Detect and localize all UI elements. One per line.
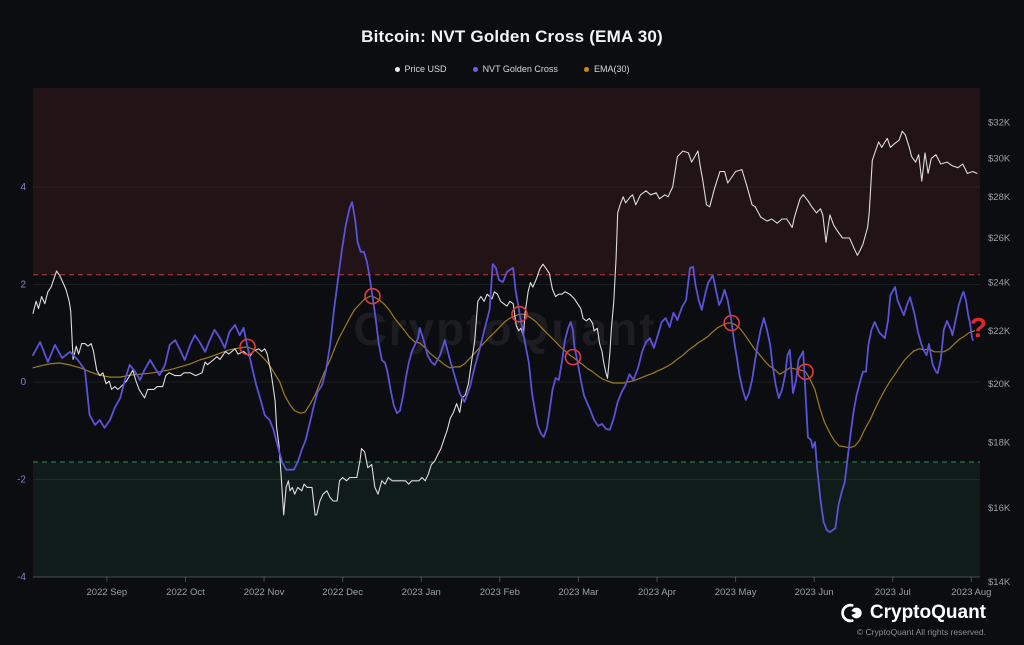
legend-item-ema-30-[interactable]: EMA(30) [583,64,630,74]
right-axis-label: $22K [988,326,1011,337]
x-axis-label: 2023 Jan [402,587,441,598]
overbought-zone [33,88,980,275]
x-axis-label: 2022 Dec [322,587,363,598]
x-axis-label: 2022 Nov [244,587,285,598]
legend-item-nvt-golden-cross[interactable]: NVT Golden Cross [472,64,558,74]
x-axis-label: 2023 Feb [480,587,520,598]
legend-dot-icon [394,66,400,72]
left-axis-label: 4 [20,182,26,193]
legend: Price USD NVT Golden Cross EMA(30) [0,64,1024,74]
right-axis-label: $32K [988,118,1011,129]
legend-dot-icon [583,66,589,72]
cross-marker-circle [723,314,740,332]
x-axis-label: 2023 Mar [558,587,598,598]
cryptoquant-logo-icon [841,603,862,623]
cross-marker-circle [364,287,381,305]
left-axis-label: 2 [20,279,26,290]
right-axis-label: $14K [988,577,1011,588]
oversold-zone [33,461,980,577]
right-axis-label: $26K [988,233,1011,244]
cross-marker-circle [511,305,528,323]
ema-line [32,295,976,449]
right-axis-label: $18K [988,437,1011,448]
x-axis-label: 2022 Sep [87,587,128,598]
x-axis-label: 2023 May [715,587,757,598]
left-axis-label: -4 [17,572,26,583]
right-axis-label: $16K [988,503,1011,514]
legend-label: EMA(30) [593,64,630,74]
legend-label: NVT Golden Cross [482,64,558,74]
left-axis-label: 0 [20,377,26,388]
x-axis-label: 2023 Jun [795,587,834,598]
x-axis-label: 2023 Aug [951,587,991,598]
cross-marker-circle [239,338,256,356]
chart-title: Bitcoin: NVT Golden Cross (EMA 30) [361,27,663,46]
legend-dot-icon [472,66,478,72]
x-axis-label: 2023 Apr [638,587,676,598]
nvt-line [32,201,974,533]
copyright-text: © CryptoQuant All rights reserved. [856,627,986,637]
x-axis-label: 2022 Oct [166,587,205,598]
cross-marker-circle [797,363,814,381]
brand-footer: CryptoQuant © CryptoQuant All rights res… [841,602,986,637]
brand-name: CryptoQuant [869,602,986,623]
legend-item-price-usd[interactable]: Price USD [394,64,447,74]
right-axis-label: $20K [988,379,1011,390]
right-axis-label: $30K [988,153,1011,164]
question-mark-annotation: ? [970,312,987,343]
x-axis-label: 2023 Jul [875,587,911,598]
legend-label: Price USD [404,64,447,74]
cross-marker-circle [564,348,582,366]
left-axis-label: -2 [17,474,26,485]
right-axis-label: $28K [988,192,1011,203]
right-axis-label: $24K [988,277,1011,288]
